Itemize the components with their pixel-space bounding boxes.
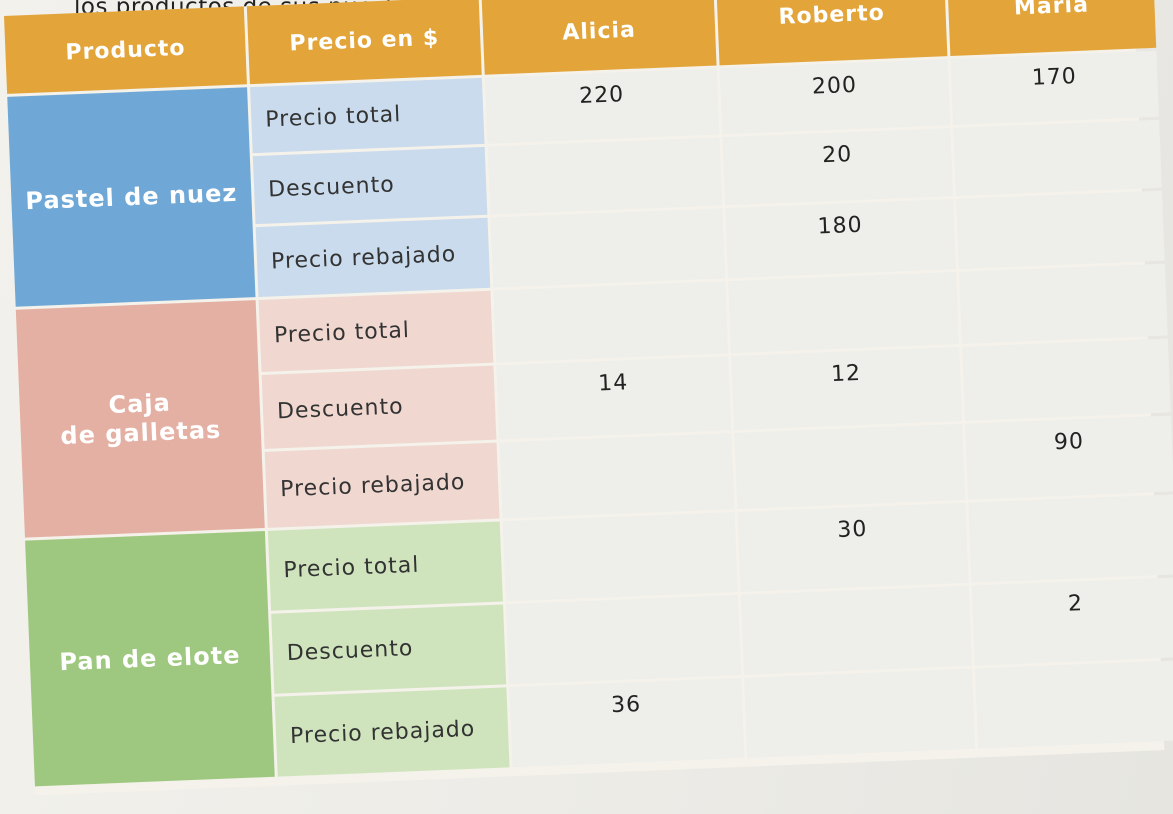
cell-value[interactable]: 20 bbox=[722, 128, 953, 206]
cell-empty[interactable] bbox=[734, 423, 966, 509]
cell-empty[interactable] bbox=[953, 119, 1162, 196]
cell-empty[interactable] bbox=[506, 595, 742, 685]
cell-empty[interactable] bbox=[959, 263, 1168, 344]
label-precio-rebajado: Precio rebajado bbox=[264, 442, 500, 528]
cell-value[interactable]: 180 bbox=[725, 199, 956, 279]
header-roberto: Roberto bbox=[716, 0, 948, 66]
label-descuento: Descuento bbox=[252, 146, 488, 225]
label-descuento: Descuento bbox=[261, 365, 497, 449]
cell-empty[interactable] bbox=[740, 585, 972, 675]
product-caja-line2: de galletas bbox=[59, 415, 222, 451]
price-table: Producto Precio en $ Alicia Roberto Marí… bbox=[4, 0, 1173, 796]
header-alicia: Alicia bbox=[481, 0, 717, 75]
product-pan: Pan de elote bbox=[25, 530, 275, 787]
product-pastel: Pastel de nuez bbox=[7, 87, 256, 307]
cell-empty[interactable] bbox=[968, 494, 1173, 583]
product-caja: Caja de galletas bbox=[15, 300, 265, 538]
cell-empty[interactable] bbox=[962, 338, 1171, 421]
header-maria: María bbox=[947, 0, 1157, 57]
cell-value[interactable]: 220 bbox=[484, 68, 720, 144]
label-descuento: Descuento bbox=[271, 604, 507, 694]
cell-value[interactable]: 36 bbox=[509, 677, 745, 768]
label-precio-total: Precio total bbox=[250, 77, 485, 154]
label-precio-total: Precio total bbox=[258, 290, 494, 372]
cell-value[interactable]: 170 bbox=[950, 50, 1159, 125]
cell-empty[interactable] bbox=[956, 190, 1165, 269]
cell-value[interactable]: 2 bbox=[971, 577, 1173, 666]
cell-empty[interactable] bbox=[493, 281, 729, 363]
cell-empty[interactable] bbox=[490, 208, 726, 288]
label-precio-rebajado: Precio rebajado bbox=[255, 217, 491, 298]
cell-value[interactable]: 200 bbox=[719, 59, 951, 135]
label-precio-rebajado: Precio rebajado bbox=[274, 687, 510, 777]
header-producto: Producto bbox=[4, 6, 247, 94]
cell-empty[interactable] bbox=[502, 512, 738, 602]
cell-empty[interactable] bbox=[744, 668, 976, 758]
cell-value[interactable]: 12 bbox=[731, 346, 963, 431]
header-precio: Precio en $ bbox=[246, 0, 482, 85]
label-precio-total: Precio total bbox=[267, 521, 503, 611]
cell-empty[interactable] bbox=[728, 271, 959, 354]
cell-empty[interactable] bbox=[974, 660, 1173, 749]
cell-value[interactable]: 90 bbox=[965, 415, 1173, 500]
product-caja-line1: Caja bbox=[108, 388, 172, 420]
cell-empty[interactable] bbox=[487, 137, 723, 215]
cell-value[interactable]: 30 bbox=[737, 502, 969, 592]
cell-value[interactable]: 14 bbox=[496, 356, 732, 440]
cell-empty[interactable] bbox=[499, 433, 735, 519]
